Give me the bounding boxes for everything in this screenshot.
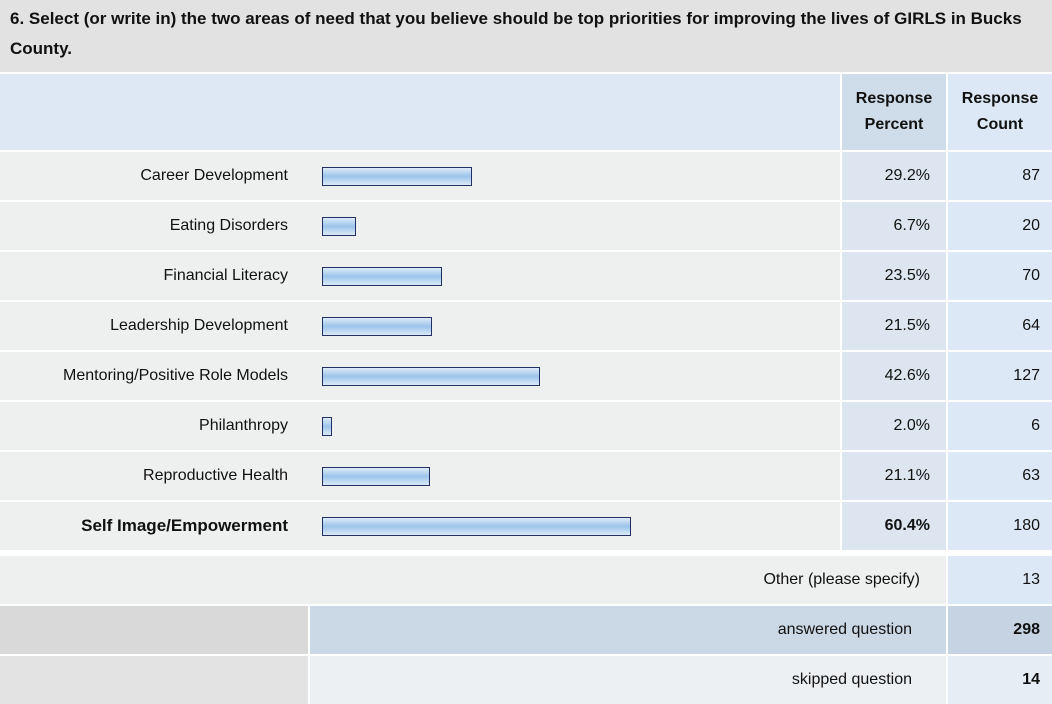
count-cell: 180 (948, 502, 1052, 550)
percent-cell: 42.6% (842, 352, 946, 400)
column-header: Response Percent (842, 74, 946, 150)
count-cell: 63 (948, 452, 1052, 500)
row-label: Self Image/Empowerment (81, 516, 288, 535)
row-label: Reproductive Health (143, 467, 288, 484)
count-cell: 6 (948, 402, 1052, 450)
row-label: Career Development (140, 167, 288, 184)
answered-label: answered question (310, 606, 946, 654)
bar (322, 467, 431, 486)
count-cell: 70 (948, 252, 1052, 300)
row-label: Eating Disorders (169, 217, 288, 234)
row-label: Mentoring/Positive Role Models (63, 367, 288, 384)
bar (322, 317, 433, 336)
percent-cell: 21.5% (842, 302, 946, 350)
percent-cell: 21.1% (842, 452, 946, 500)
bar (322, 167, 472, 186)
count-cell: 20 (948, 202, 1052, 250)
row-bg (0, 402, 840, 450)
bar (322, 417, 333, 436)
footer-left (0, 606, 308, 654)
percent-cell: 6.7% (842, 202, 946, 250)
percent-cell: 2.0% (842, 402, 946, 450)
row-label: Philanthropy (199, 417, 288, 434)
bar (322, 517, 632, 536)
count-cell: 127 (948, 352, 1052, 400)
footer-left (0, 656, 308, 704)
percent-cell: 60.4% (842, 502, 946, 550)
bar (322, 267, 443, 286)
header-row (0, 74, 840, 150)
row-bg (0, 202, 840, 250)
count-cell: 64 (948, 302, 1052, 350)
count-cell: 87 (948, 152, 1052, 200)
percent-cell: 29.2% (842, 152, 946, 200)
other-label: Other (please specify) (0, 556, 946, 604)
row-label: Leadership Development (110, 317, 288, 334)
bar (322, 217, 357, 236)
other-count: 13 (948, 556, 1052, 604)
answered-count: 298 (948, 606, 1052, 654)
bar (322, 367, 541, 386)
skipped-label: skipped question (310, 656, 946, 704)
skipped-count: 14 (948, 656, 1052, 704)
percent-cell: 23.5% (842, 252, 946, 300)
column-header: Response Count (948, 74, 1052, 150)
question-title: 6. Select (or write in) the two areas of… (0, 0, 1052, 72)
row-label: Financial Literacy (163, 267, 289, 284)
